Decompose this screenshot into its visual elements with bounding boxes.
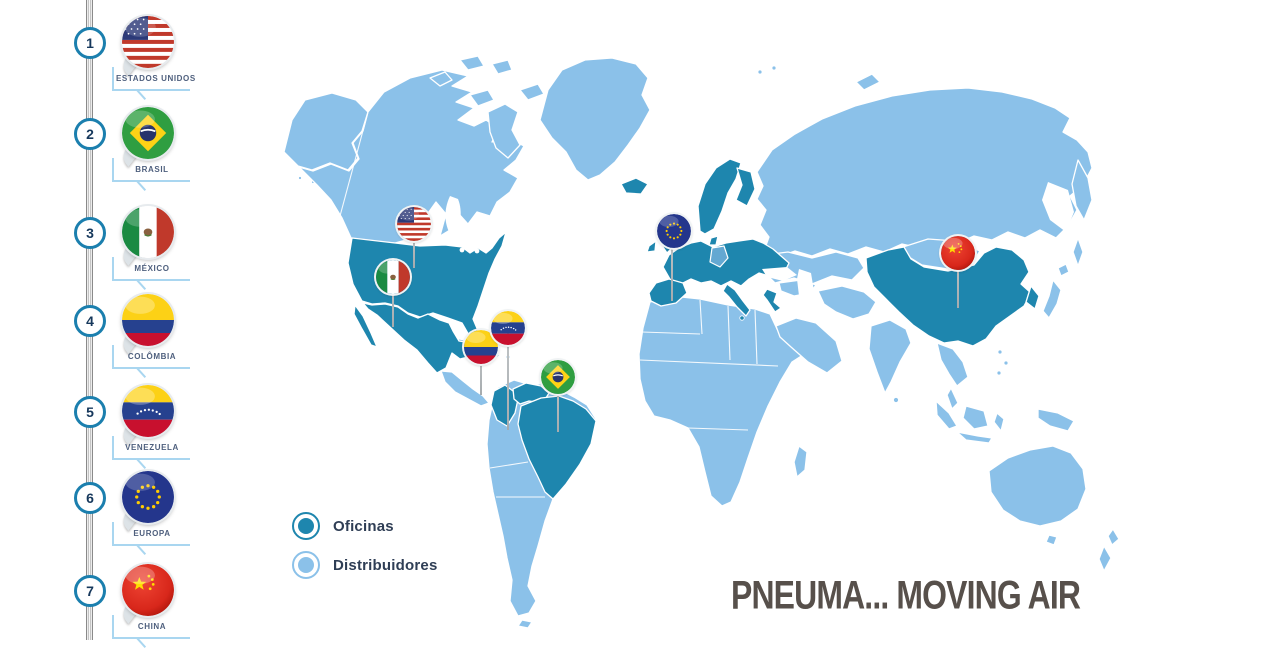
pin-stick-colombia bbox=[480, 347, 482, 395]
tagline: PNEUMA... MOVING AIR bbox=[731, 574, 1081, 619]
venezuela-flag-icon bbox=[122, 385, 174, 437]
pin-china bbox=[941, 236, 975, 270]
item-label: VENEZUELA bbox=[125, 443, 179, 452]
item-number: 6 bbox=[74, 482, 106, 514]
item-number: 3 bbox=[74, 217, 106, 249]
distributors-legend-icon bbox=[292, 551, 320, 579]
usa-flag-icon bbox=[397, 207, 431, 241]
pin-mexico bbox=[376, 260, 410, 294]
eu-flag-icon bbox=[657, 214, 691, 248]
bracket-tick bbox=[135, 637, 147, 648]
item-number: 1 bbox=[74, 27, 106, 59]
china-flag-icon bbox=[122, 564, 174, 616]
mexico-flag-icon bbox=[122, 206, 174, 258]
pin-venezuela bbox=[491, 311, 525, 345]
mexico-flag-icon bbox=[376, 260, 410, 294]
offices-legend-label: Oficinas bbox=[333, 517, 394, 535]
item-label: ESTADOS UNIDOS bbox=[116, 74, 196, 83]
map-country-borders bbox=[339, 111, 779, 498]
item-number: 7 bbox=[74, 575, 106, 607]
item-label-bracket: VENEZUELA bbox=[112, 436, 190, 469]
eu-flag-icon bbox=[122, 471, 174, 523]
brazil-flag-icon bbox=[122, 107, 174, 159]
map-distributor-countries bbox=[283, 55, 1120, 629]
item-label-bracket: CHINA bbox=[112, 615, 190, 648]
item-label-bracket: EUROPA bbox=[112, 522, 190, 555]
item-label-bracket: BRASIL bbox=[112, 158, 190, 191]
pin-stick-europa bbox=[671, 231, 673, 301]
brazil-flag-icon bbox=[541, 360, 575, 394]
colombia-flag-icon bbox=[122, 294, 174, 346]
map-inland-seas bbox=[445, 182, 1074, 306]
china-flag-icon bbox=[941, 236, 975, 270]
item-number: 5 bbox=[74, 396, 106, 428]
legend-offices-row: Oficinas bbox=[292, 512, 437, 540]
item-number: 2 bbox=[74, 118, 106, 150]
pin-stick-venezuela bbox=[507, 328, 509, 430]
pin-usa bbox=[397, 207, 431, 241]
map-germany bbox=[709, 245, 729, 268]
item-label-bracket: ESTADOS UNIDOS bbox=[112, 67, 195, 100]
usa-flag-icon bbox=[122, 16, 174, 68]
pin-stick-mexico bbox=[392, 277, 394, 327]
item-label: CHINA bbox=[137, 622, 167, 631]
pin-europa bbox=[657, 214, 691, 248]
item-label-bracket: MÉXICO bbox=[112, 257, 190, 290]
item-label: EUROPA bbox=[133, 529, 171, 538]
offices-legend-icon bbox=[292, 512, 320, 540]
item-label-bracket: COLÔMBIA bbox=[112, 345, 190, 378]
distributors-legend-label: Distribuidores bbox=[333, 556, 438, 574]
legend-distributors-row: Distribuidores bbox=[292, 551, 437, 579]
pin-stick-china bbox=[957, 253, 959, 308]
pin-brasil bbox=[541, 360, 575, 394]
map-legend: Oficinas Distribuidores bbox=[292, 512, 437, 590]
item-label: BRASIL bbox=[135, 165, 169, 174]
venezuela-flag-icon bbox=[491, 311, 525, 345]
item-label: MÉXICO bbox=[134, 264, 170, 273]
item-label: COLÔMBIA bbox=[127, 352, 177, 361]
pin-stick-brasil bbox=[557, 377, 559, 432]
item-number: 4 bbox=[74, 305, 106, 337]
pin-stick-usa bbox=[413, 224, 415, 268]
